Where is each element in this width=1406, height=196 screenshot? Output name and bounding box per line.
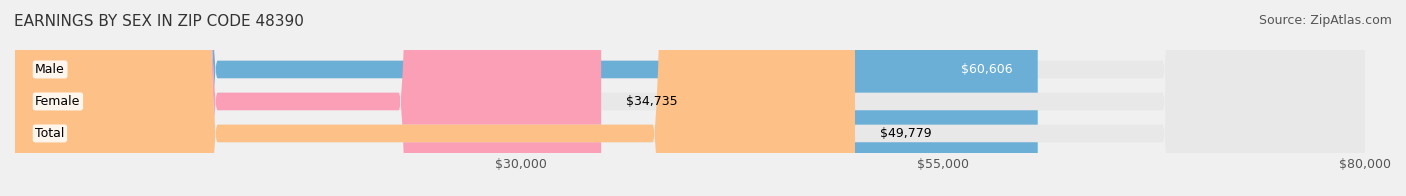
FancyBboxPatch shape — [15, 0, 602, 196]
FancyBboxPatch shape — [15, 0, 1365, 196]
Text: Source: ZipAtlas.com: Source: ZipAtlas.com — [1258, 14, 1392, 27]
Text: Male: Male — [35, 63, 65, 76]
Text: EARNINGS BY SEX IN ZIP CODE 48390: EARNINGS BY SEX IN ZIP CODE 48390 — [14, 14, 304, 29]
FancyBboxPatch shape — [15, 0, 1365, 196]
Text: $49,779: $49,779 — [880, 127, 932, 140]
Text: $60,606: $60,606 — [960, 63, 1012, 76]
Text: $34,735: $34,735 — [627, 95, 678, 108]
FancyBboxPatch shape — [15, 0, 1038, 196]
FancyBboxPatch shape — [15, 0, 1365, 196]
Text: Female: Female — [35, 95, 80, 108]
FancyBboxPatch shape — [15, 0, 855, 196]
Text: Total: Total — [35, 127, 65, 140]
